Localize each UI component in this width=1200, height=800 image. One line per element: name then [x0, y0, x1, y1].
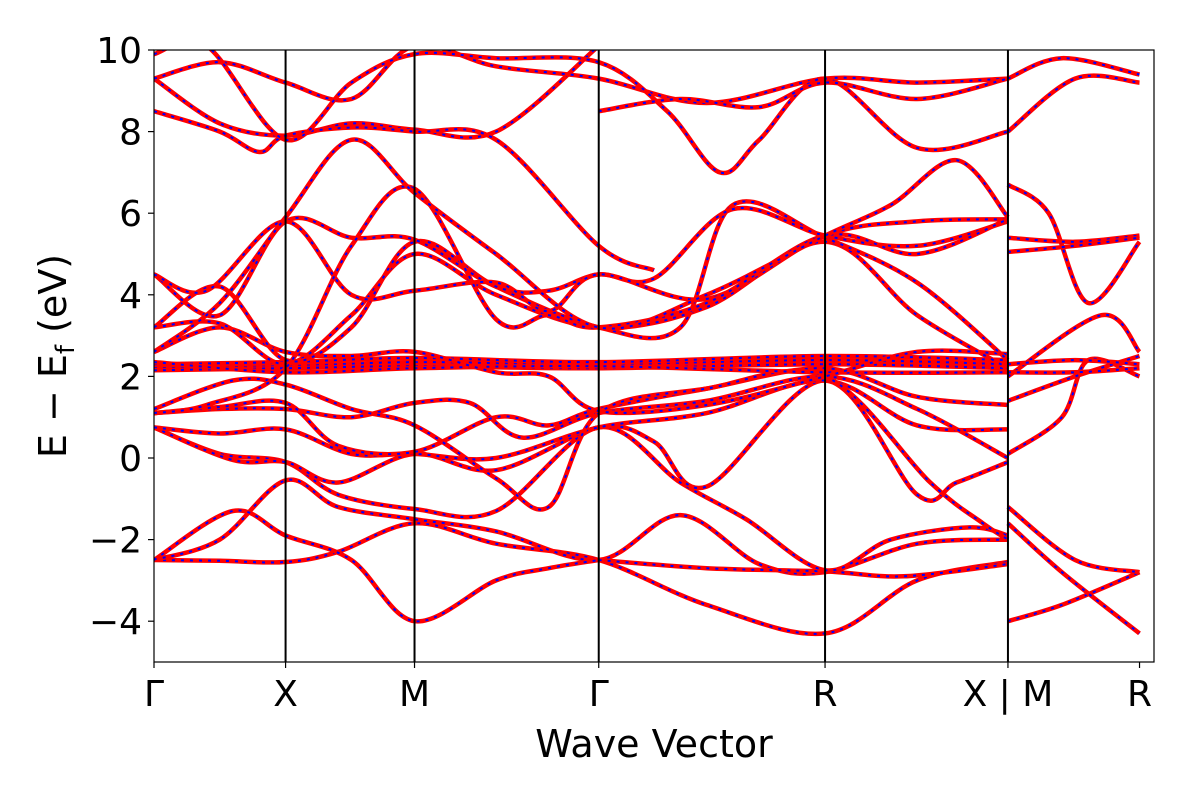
x-tick-label-0: Γ [144, 674, 164, 715]
band-line-dashed-1 [154, 478, 1008, 575]
kpoint-lines-layer [284, 50, 1009, 662]
band-line-dashed-28 [1007, 506, 1140, 574]
band-line-9 [154, 368, 1010, 542]
band-line-dashed-22 [154, 110, 655, 272]
band-line-dashed-18 [154, 218, 1008, 313]
band-line-dashed-37 [1007, 359, 1140, 366]
band-line-7 [154, 374, 1009, 460]
x-axis: Γ X M Γ R X | M R [144, 662, 1152, 715]
band-line-dashed-9 [154, 369, 1009, 541]
band-line-30 [1007, 353, 1141, 404]
x-tick-label-5: X | M [963, 674, 1054, 715]
band-line-dashed-4 [154, 426, 1009, 572]
band-line-24 [154, 50, 1009, 176]
y-tick-label-0: −4 [89, 602, 142, 643]
band-line-dashed-26 [1007, 571, 1140, 623]
y-tick-label-7: 10 [96, 31, 142, 72]
y-tick-label-3: 2 [119, 357, 142, 398]
y-tick-label-1: −2 [89, 521, 142, 562]
y-axis-title: E − Ef (eV) [31, 254, 81, 458]
band-line-dashed-23 [154, 50, 1008, 105]
band-line-dashed-32 [1007, 183, 1141, 305]
band-line-21 [154, 50, 598, 140]
band-line-dashed-34 [1007, 236, 1140, 253]
x-tick-label-3: Γ [589, 674, 609, 715]
band-line-dashed-8 [154, 367, 1008, 456]
band-line-dashed-6 [154, 379, 1008, 461]
band-line-35 [1006, 73, 1140, 134]
y-tick-label-4: 4 [119, 276, 142, 317]
band-line-dashed-13 [154, 361, 1008, 374]
bands-layer [154, 50, 1142, 637]
band-line-4 [154, 425, 1009, 573]
band-line-dashed-2 [154, 509, 599, 623]
band-line-dashed-16 [154, 200, 1009, 363]
band-line-dashed-0 [154, 522, 1009, 635]
band-line-dashed-27 [1007, 522, 1141, 635]
band-line-dashed-38 [1007, 367, 1140, 374]
band-line-18 [154, 217, 1008, 314]
y-axis: −4 −2 0 2 4 6 8 10 [89, 31, 154, 643]
y-axis-title-sub: f [51, 344, 81, 354]
band-line-0 [154, 521, 1009, 637]
band-line-36 [1006, 55, 1140, 81]
band-line-dashed-35 [1007, 74, 1140, 133]
band-line-dashed-20 [154, 138, 1009, 353]
y-axis-title-main: E − E [31, 354, 75, 458]
x-tick-label-4: R [813, 674, 838, 715]
band-line-dashed-31 [1007, 314, 1141, 378]
band-line-dashed-10 [154, 359, 1008, 370]
y-tick-label-6: 8 [119, 113, 142, 154]
x-tick-label-1: X [273, 674, 298, 715]
x-tick-label-2: M [399, 674, 430, 715]
band-line-2 [154, 508, 600, 624]
band-line-dashed-17 [154, 206, 1009, 318]
x-axis-title: Wave Vector [535, 722, 773, 766]
band-line-dashed-15 [154, 240, 1009, 370]
band-line-dashed-11 [154, 354, 1008, 366]
y-axis-title-unit: (eV) [31, 254, 75, 345]
y-tick-label-5: 6 [119, 194, 142, 235]
band-line-dashed-25 [598, 77, 1009, 113]
y-tick-label-2: 0 [119, 439, 142, 480]
x-tick-label-6: R [1127, 674, 1152, 715]
plot-frame [153, 49, 1155, 663]
